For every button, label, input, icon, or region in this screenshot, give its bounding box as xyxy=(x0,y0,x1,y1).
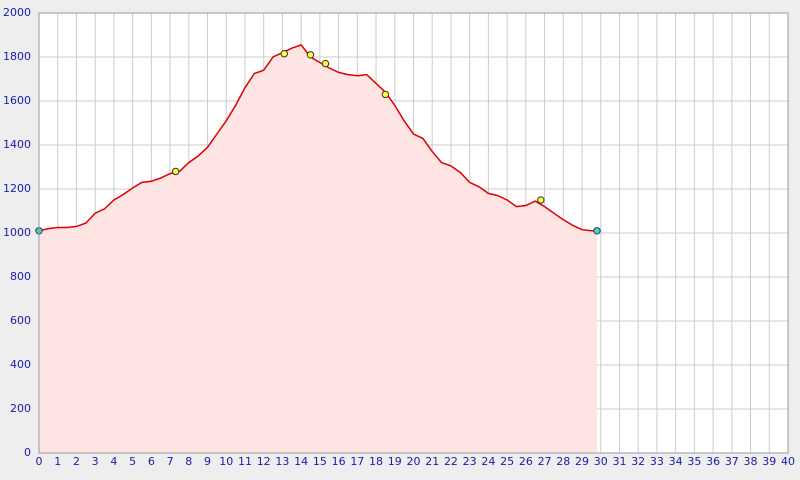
x-tick-label: 11 xyxy=(238,455,252,468)
plot-border xyxy=(38,12,789,454)
x-tick-label: 14 xyxy=(294,455,308,468)
x-tick-label: 30 xyxy=(594,455,608,468)
area-fill xyxy=(39,44,597,454)
y-tick-label: 800 xyxy=(10,270,31,283)
x-tick-label: 35 xyxy=(687,455,701,468)
x-tick-label: 26 xyxy=(519,455,533,468)
y-tick-label: 1000 xyxy=(3,226,31,239)
y-tick-label: 200 xyxy=(10,402,31,415)
x-tick-label: 37 xyxy=(725,455,739,468)
x-tick-label: 20 xyxy=(407,455,421,468)
x-tick-label: 22 xyxy=(444,455,458,468)
y-tick-label: 1600 xyxy=(3,94,31,107)
x-tick-label: 13 xyxy=(275,455,289,468)
x-tick-label: 33 xyxy=(650,455,664,468)
x-tick-label: 8 xyxy=(185,455,192,468)
x-tick-label: 36 xyxy=(706,455,720,468)
x-tick-label: 27 xyxy=(538,455,552,468)
waypoint xyxy=(537,196,545,204)
x-tick-label: 0 xyxy=(36,455,43,468)
x-tick-label: 29 xyxy=(575,455,589,468)
y-tick-label: 1800 xyxy=(3,50,31,63)
x-tick-label: 24 xyxy=(481,455,495,468)
x-tick-label: 39 xyxy=(762,455,776,468)
y-tick-label: 1200 xyxy=(3,182,31,195)
x-tick-label: 16 xyxy=(332,455,346,468)
waypoint xyxy=(593,227,601,235)
y-tick-label: 1400 xyxy=(3,138,31,151)
waypoint xyxy=(306,51,315,59)
x-tick-label: 4 xyxy=(110,455,117,468)
waypoint xyxy=(171,167,180,176)
x-tick-label: 5 xyxy=(129,455,136,468)
y-tick-label: 400 xyxy=(10,358,31,371)
x-tick-label: 15 xyxy=(313,455,327,468)
elevation-line xyxy=(38,44,597,232)
waypoint xyxy=(280,50,288,58)
x-tick-label: 7 xyxy=(167,455,174,468)
x-tick-label: 40 xyxy=(781,455,795,468)
x-tick-label: 10 xyxy=(219,455,233,468)
waypoint xyxy=(321,59,330,68)
x-tick-label: 19 xyxy=(388,455,402,468)
y-tick-label: 600 xyxy=(10,314,31,327)
x-tick-label: 6 xyxy=(148,455,155,468)
x-tick-label: 34 xyxy=(669,455,683,468)
x-tick-label: 12 xyxy=(257,455,271,468)
x-tick-label: 38 xyxy=(744,455,758,468)
x-tick-label: 9 xyxy=(204,455,211,468)
y-tick-label: 2000 xyxy=(3,6,31,19)
x-tick-label: 2 xyxy=(73,455,80,468)
x-tick-label: 3 xyxy=(92,455,99,468)
x-tick-label: 32 xyxy=(631,455,645,468)
x-tick-label: 21 xyxy=(425,455,439,468)
waypoint xyxy=(381,90,390,99)
x-tick-label: 25 xyxy=(500,455,514,468)
y-tick-label: 0 xyxy=(24,446,31,459)
x-tick-label: 1 xyxy=(54,455,61,468)
x-tick-label: 18 xyxy=(369,455,383,468)
x-tick-label: 28 xyxy=(556,455,570,468)
x-tick-label: 31 xyxy=(612,455,626,468)
x-tick-label: 23 xyxy=(463,455,477,468)
x-tick-label: 17 xyxy=(350,455,364,468)
